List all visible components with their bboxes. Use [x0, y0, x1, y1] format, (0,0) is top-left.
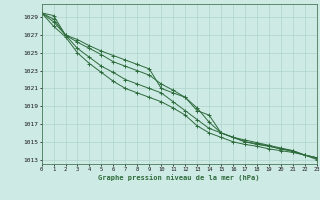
- X-axis label: Graphe pression niveau de la mer (hPa): Graphe pression niveau de la mer (hPa): [99, 174, 260, 181]
